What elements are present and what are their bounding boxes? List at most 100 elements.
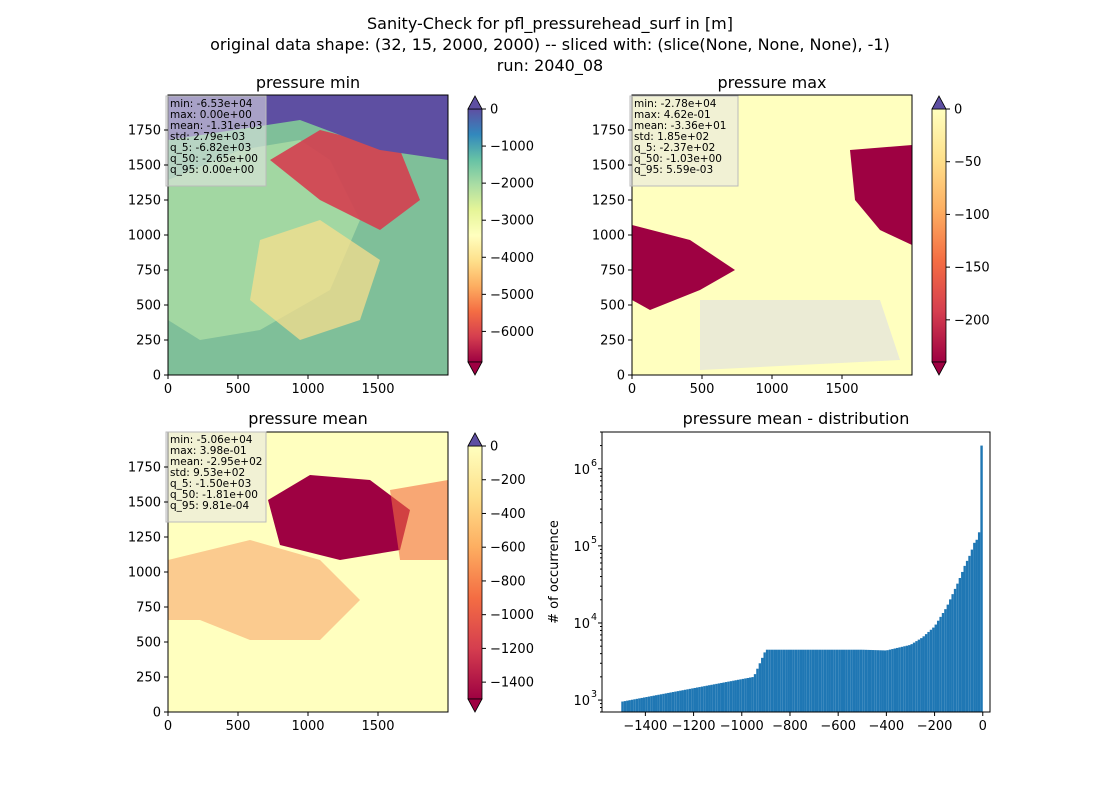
y-tick-exponent: 3 [591,689,597,700]
histogram-bar [886,650,889,712]
histogram-bar [708,685,711,712]
histogram-bar [744,678,747,712]
histogram-bar [794,649,798,712]
histogram-bar [681,690,684,712]
y-tick-label: 1000 [592,229,625,244]
histogram-bar [736,679,740,712]
y-tick-label: 250 [600,334,625,349]
histogram-bar [630,699,634,712]
x-tick-label: −400 [869,719,905,734]
histogram-bar [674,691,677,712]
histogram-bar [758,663,762,712]
histogram-bar [927,631,930,712]
histogram-bar [934,624,937,712]
colorbar-extend-top [931,95,947,110]
histogram-bar [657,694,660,712]
histogram-bar [785,649,788,712]
y-tick-label: 10 [573,694,590,709]
histogram-bar [695,687,699,712]
histogram-bar [712,684,716,712]
heatmap-region-red [270,130,420,230]
histogram-bar [821,649,824,712]
stat-line: q_5: -2.37e+02 [634,142,715,154]
x-tick-label: 0 [628,382,636,397]
histogram-bar [671,692,675,712]
histogram-bar [789,649,793,712]
histogram-bar [845,649,848,712]
histogram-bar [802,649,805,712]
histogram-bar [628,700,631,712]
axes-frame [601,431,991,713]
histogram-bar [891,649,894,712]
histogram-bar [640,697,643,712]
histogram-bar [773,649,776,712]
histogram-bar [775,649,778,712]
heatmap-region-yellow [250,220,380,340]
colorbar-ticks: 0 −50 −100 −150 −200 [946,103,990,328]
x-tick-label: −1400 [623,719,667,734]
histogram-bar [963,565,966,712]
y-tick-label: 1750 [128,124,161,139]
histogram-bar [958,577,962,712]
y-tick-label: 500 [136,299,161,314]
histogram-bar [903,646,906,712]
stat-line: std: 9.53e+02 [170,467,245,479]
colorbar-gradient [467,108,483,363]
colorbar-extend-bottom [931,361,947,376]
histogram-bar [787,649,790,712]
histogram-bar [888,649,892,712]
histogram-bar [751,677,754,712]
histogram-bar [667,692,670,712]
y-tick-label: 750 [136,601,161,616]
panel-title-pressure-mean: pressure mean [248,409,368,428]
y-tick-label: 750 [136,264,161,279]
histogram-bar [763,652,766,712]
histogram-bars [621,445,983,712]
histogram-bar [968,555,971,712]
histogram-bar [734,680,737,712]
histogram-bar [683,689,687,712]
y-tick-label: 1000 [128,229,161,244]
x-tick-label: −1000 [720,719,764,734]
histogram-bar [874,650,877,712]
histogram-bar [864,649,868,712]
y-tick-label: 500 [600,299,625,314]
histogram-bar [688,688,692,712]
histogram-bar [799,649,803,712]
panel-pressure-max: pressure max min: -2.78e+04 max: 4.62e-0… [592,73,990,397]
stat-line: q_50: -1.81e+00 [170,489,258,501]
x-tick-label: 500 [226,719,251,734]
colorbar-tick-label: −100 [954,208,990,223]
y-tick-label: 1250 [128,194,161,209]
stat-line: std: 1.85e+02 [634,131,709,143]
x-tick-label: 1000 [291,382,324,397]
histogram-bar [811,649,815,712]
y-tick-label: 750 [600,264,625,279]
y-tick-label: 250 [136,671,161,686]
stats-lines: min: -6.53e+04 max: 0.00e+00 mean: -1.31… [170,98,262,176]
stat-line: std: 2.79e+03 [170,131,245,143]
histogram-bar [768,649,771,712]
y-tick-label: 1500 [128,496,161,511]
histogram-bar [842,649,846,712]
histogram-bar [908,645,911,712]
stat-line: q_5: -6.82e+03 [170,142,251,154]
histogram-bar [652,695,656,712]
x-tick-label: 1500 [361,719,394,734]
histogram-bar [765,649,769,712]
heatmap-region-orange-right [390,480,448,560]
colorbar-tick-label: −200 [954,313,990,328]
histogram-bar [729,681,733,712]
histogram-bar [876,650,880,712]
histogram-bar [705,685,709,712]
colorbar-gradient [931,108,947,363]
x-tick-label: 500 [226,382,251,397]
x-tick-label: −1200 [672,719,716,734]
histogram-bar [727,681,730,712]
y-tick-label: 0 [153,369,161,384]
y-tick-label: 10 [573,617,590,632]
heatmap-region-red [850,145,912,245]
colorbar-tick-label: −1000 [490,608,534,623]
stats-box-background [165,95,267,187]
histogram-bar [953,588,957,712]
